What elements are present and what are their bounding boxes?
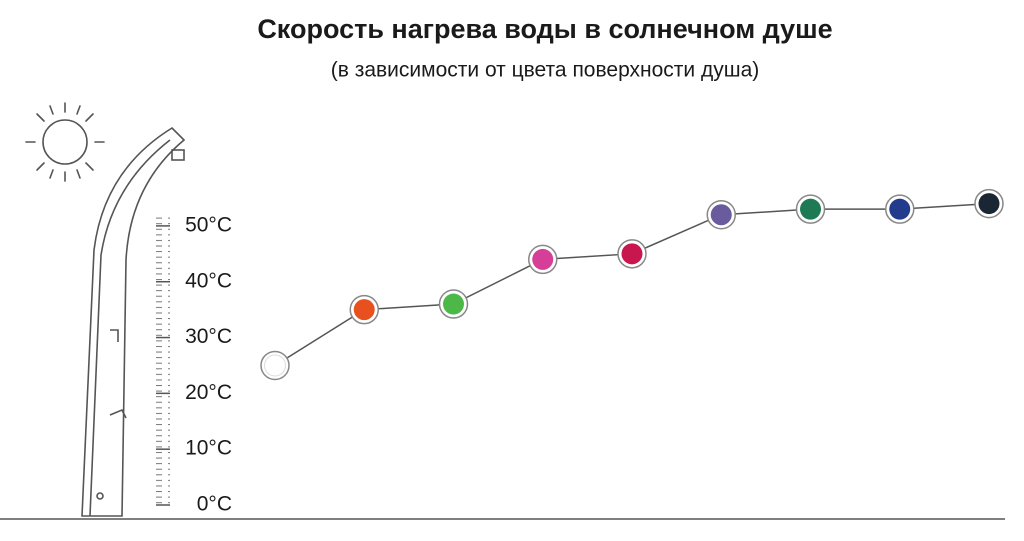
chart-subtitle: (в зависимости от цвета поверхности душа… — [331, 59, 760, 82]
marker — [889, 198, 911, 220]
marker — [443, 293, 464, 315]
y-tick-label: 30°C — [185, 325, 232, 348]
marker — [710, 204, 732, 226]
y-tick-label: 40°C — [185, 269, 232, 292]
chart-title: Скорость нагрева воды в солнечном душе — [257, 14, 832, 44]
marker — [532, 248, 554, 270]
marker — [621, 243, 643, 265]
marker — [800, 198, 821, 220]
thermometer-scale — [156, 215, 170, 507]
y-tick-label: 20°C — [185, 381, 232, 404]
y-tick-label: 0°C — [197, 493, 232, 516]
y-tick-label: 10°C — [185, 437, 232, 460]
marker — [353, 299, 375, 321]
sun — [25, 102, 105, 182]
shower — [81, 126, 186, 517]
marker — [264, 354, 286, 377]
y-tick-label: 50°C — [185, 213, 232, 236]
marker — [978, 193, 1000, 215]
line — [274, 202, 990, 367]
